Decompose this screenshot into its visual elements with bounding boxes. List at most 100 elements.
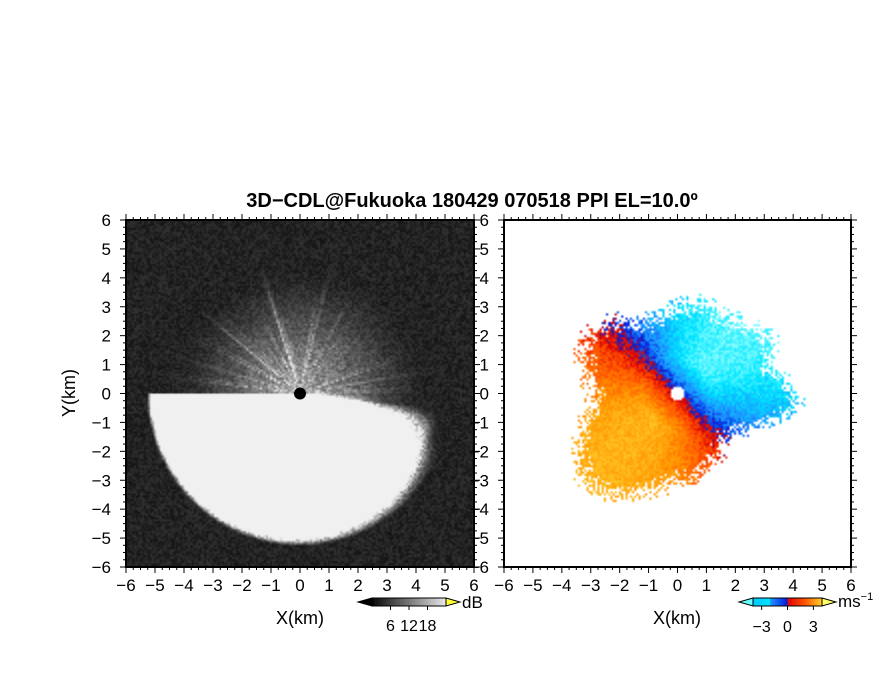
velocity-colorbar: −3 0 3 [737,597,838,636]
velocity-colorbar-low-extend [737,597,754,607]
velocity-x-tick-label: 4 [788,576,797,595]
reflectivity-colorbar-segment [415,598,419,606]
reflectivity-colorbar-segment [430,598,434,606]
velocity-colorbar-segment [815,598,818,606]
reflectivity-y-tick-label: 2 [102,327,111,346]
velocity-x-axis-label: X(km) [653,608,701,628]
velocity-colorbar-segment [813,598,816,606]
velocity-colorbar-segment [783,598,786,606]
velocity-x-tick-label: −4 [552,576,571,595]
reflectivity-colorbar-segment [412,598,416,606]
velocity-colorbar-segment [800,598,803,606]
velocity-y-tick-label: 5 [480,240,489,259]
velocity-x-tick-labels: −6 −5 −4 −3 −2 −1 0 1 2 3 4 5 6 [494,576,855,595]
chart-title: 3D−CDL@Fukuoka 180429 070518 PPI EL=10.0… [246,190,698,212]
velocity-y-tick-label: 3 [480,298,489,317]
velocity-y-tick-label: 4 [480,269,489,288]
reflectivity-x-tick-label: −2 [232,576,251,595]
velocity-ticks [498,214,857,573]
reflectivity-colorbar-segment [393,598,397,606]
velocity-y-tick-label: 0 [480,385,489,404]
reflectivity-x-tick-label: −4 [174,576,193,595]
velocity-colorbar-segment [763,598,767,606]
velocity-colorbar-segment [789,598,793,606]
velocity-colorbar-segment [787,598,790,606]
velocity-y-tick-label: −5 [470,529,489,548]
velocity-field [504,220,851,567]
reflectivity-colorbar-segment [424,598,428,606]
reflectivity-x-tick-label: 4 [411,576,420,595]
reflectivity-colorbar-high-extend [445,597,462,607]
velocity-colorbar-segment [793,598,797,606]
velocity-colorbar-tick-label: 0 [783,619,792,636]
velocity-x-tick-label: −5 [523,576,542,595]
velocity-y-tick-label: 1 [480,356,489,375]
velocity-x-tick-label: −1 [639,576,658,595]
reflectivity-x-tick-label: 1 [324,576,333,595]
velocity-colorbar-segment [781,598,784,606]
reflectivity-panel: −6 −5 −4 −3 −2 −1 0 1 2 3 4 5 6 −6−5−4−3−2−10123456 … [59,211,483,635]
velocity-colorbar-segment [791,598,795,606]
reflectivity-colorbar-segment [442,598,447,606]
velocity-colorbar-segment [798,598,801,606]
velocity-x-tick-label: 2 [731,576,740,595]
reflectivity-colorbar-segment [378,598,382,606]
velocity-colorbar-segment [761,598,765,606]
reflectivity-y-tick-label: −4 [92,500,111,519]
reflectivity-colorbar-segment [418,598,422,606]
velocity-y-tick-label: −3 [470,471,489,490]
velocity-colorbar-segment [757,598,760,606]
reflectivity-y-tick-label: 4 [102,269,111,288]
velocity-colorbar-segment [753,598,756,606]
reflectivity-colorbar-segment [405,598,410,606]
reflectivity-colorbar-segment [433,598,438,606]
reflectivity-colorbar-segment [399,598,404,606]
velocity-colorbar-unit: ms−1 [838,591,873,611]
reflectivity-field [126,220,474,567]
reflectivity-x-tick-label: −5 [145,576,164,595]
velocity-x-tick-label: 3 [760,576,769,595]
reflectivity-colorbar-segment [402,598,407,606]
reflectivity-colorbar: 6 12 18 [356,597,462,635]
reflectivity-y-axis-label: Y(km) [59,369,79,417]
velocity-y-tick-labels: −6 −5 −4 −3 −2 −1 0 1 2 3 4 5 6 [470,211,489,577]
reflectivity-y-tick-label: 6 [102,211,111,230]
reflectivity-ticks [120,214,480,573]
velocity-x-tick-label: 5 [817,576,826,595]
reflectivity-colorbar-segment [384,598,388,606]
velocity-colorbar-segment [811,598,814,606]
reflectivity-colorbar-unit: dB [462,593,483,612]
velocity-colorbar-segment [765,598,769,606]
reflectivity-x-tick-label: 6 [469,576,478,595]
reflectivity-colorbar-tick-label: 18 [419,618,437,635]
reflectivity-y-tick-label: 5 [102,240,111,259]
reflectivity-x-tick-label: −3 [203,576,222,595]
radar-center-marker [294,387,306,400]
reflectivity-x-axis-label: X(km) [276,608,324,628]
velocity-x-tick-label: −2 [610,576,629,595]
velocity-colorbar-segment [768,598,771,606]
reflectivity-colorbar-segment [427,598,431,606]
reflectivity-y-tick-label: 0 [102,385,111,404]
velocity-colorbar-segment [817,598,821,606]
reflectivity-colorbar-segment [381,598,385,606]
reflectivity-x-tick-label: 5 [440,576,449,595]
velocity-colorbar-segment [755,598,758,606]
velocity-colorbar-segment [759,598,762,606]
velocity-y-tick-label: −1 [470,413,489,432]
velocity-y-tick-label: 2 [480,327,489,346]
velocity-colorbar-segment [796,598,799,606]
velocity-y-tick-label: −2 [470,442,489,461]
reflectivity-colorbar-tick-label: 6 [386,618,395,635]
velocity-panel: −6 −5 −4 −3 −2 −1 0 1 2 3 4 5 6 −6−5−4−3−2−10123456 … [470,211,874,636]
velocity-colorbar-unit-exponent: −1 [861,591,874,603]
velocity-colorbar-segment [785,598,788,606]
velocity-colorbar-segment [774,598,778,606]
velocity-colorbar-segment [819,598,823,606]
reflectivity-colorbar-tick-label: 12 [400,618,418,635]
velocity-colorbar-tick-label: 3 [809,619,818,636]
velocity-colorbar-segment [809,598,812,606]
velocity-colorbar-segment [804,598,808,606]
reflectivity-colorbar-segment [390,598,394,606]
